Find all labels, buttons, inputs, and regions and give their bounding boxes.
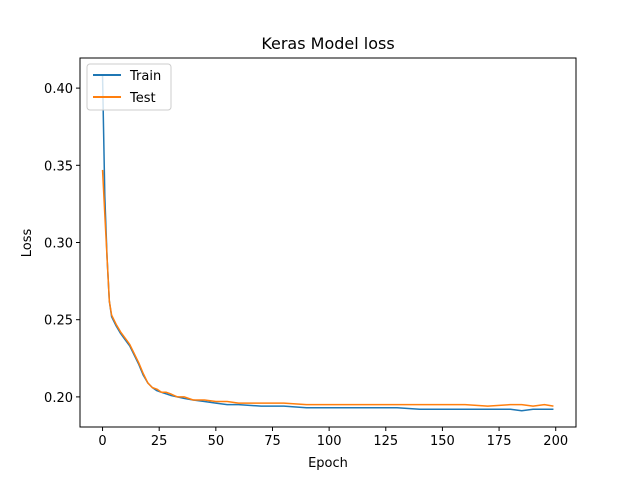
- y-tick-label: 0.35: [44, 159, 73, 174]
- plot-lines: [101, 75, 554, 412]
- y-tick-label: 0.25: [44, 314, 73, 329]
- x-tick-label: 50: [208, 434, 225, 449]
- x-tick-label: 175: [487, 434, 512, 449]
- x-tick-label: 25: [151, 434, 168, 449]
- x-tick-label: 100: [317, 434, 342, 449]
- x-tick-label: 125: [373, 434, 398, 449]
- x-tick-label: 0: [98, 434, 106, 449]
- series-line-train: [101, 75, 554, 412]
- x-tick-label: 200: [543, 434, 568, 449]
- legend-test-label: Test: [129, 91, 156, 106]
- y-tick-label: 0.20: [44, 391, 73, 406]
- legend-train-label: Train: [129, 69, 161, 84]
- y-axis-label: Loss: [20, 229, 35, 258]
- x-tick-label: 150: [430, 434, 455, 449]
- chart-title: Keras Model loss: [261, 34, 394, 53]
- series-line-test: [101, 169, 554, 407]
- x-axis-label: Epoch: [308, 456, 348, 471]
- y-tick-label: 0.40: [44, 82, 73, 97]
- y-axis-ticks: 0.20 0.25 0.30 0.35 0.40: [44, 82, 80, 406]
- x-tick-label: 75: [264, 434, 281, 449]
- y-tick-label: 0.30: [44, 237, 73, 252]
- x-axis-ticks: 0 25 50 75 100 125 150 175 200: [98, 427, 568, 449]
- legend: Train Test: [86, 63, 172, 111]
